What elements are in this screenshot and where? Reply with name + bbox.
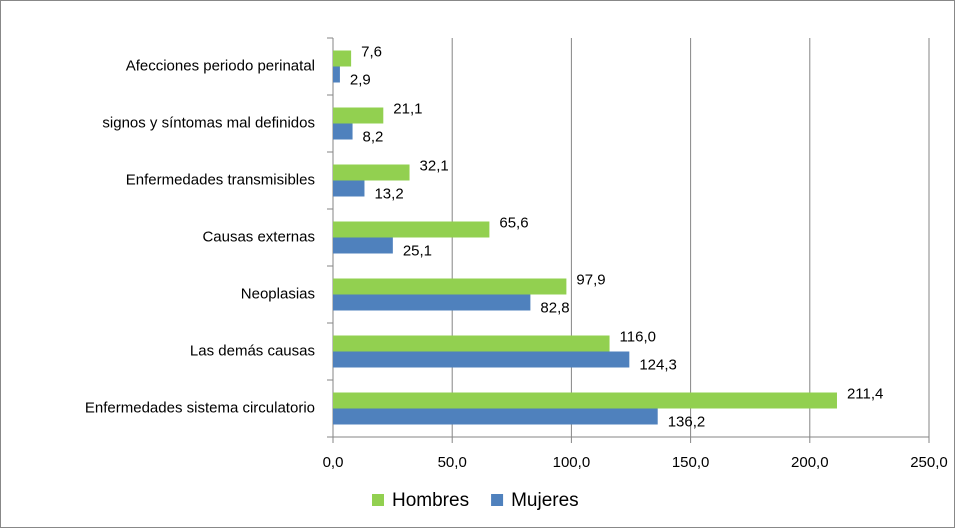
bar: [333, 294, 531, 311]
value-label: 124,3: [639, 356, 677, 373]
bar: [333, 351, 630, 368]
value-label: 7,6: [361, 43, 382, 60]
x-tick-label: 50,0: [438, 454, 467, 471]
y-tick-label: Las demás causas: [190, 342, 315, 359]
value-label: 136,2: [668, 413, 706, 430]
x-tick-label: 0,0: [323, 454, 344, 471]
bar: [333, 237, 393, 254]
bar: [333, 180, 365, 197]
y-tick-label: Causas externas: [202, 228, 315, 245]
x-tick-label: 150,0: [672, 454, 710, 471]
y-tick-label: signos y síntomas mal definidos: [102, 114, 315, 131]
value-label: 82,8: [540, 299, 569, 316]
bar: [333, 392, 837, 409]
bar: [333, 278, 567, 295]
y-tick-label: Afecciones periodo perinatal: [126, 57, 315, 74]
y-tick-label: Enfermedades sistema circulatorio: [85, 399, 315, 416]
value-label: 211,4: [847, 385, 883, 402]
x-tick-label: 250,0: [910, 454, 948, 471]
value-label: 25,1: [403, 242, 432, 259]
bar: [333, 408, 658, 425]
legend-swatch: [372, 494, 384, 506]
bar: [333, 123, 353, 140]
bar: [333, 164, 410, 181]
value-label: 32,1: [420, 157, 449, 174]
y-tick-label: Enfermedades transmisibles: [126, 171, 315, 188]
bar: [333, 335, 610, 352]
legend-swatch: [491, 494, 504, 506]
value-label: 2,9: [350, 71, 371, 88]
bar: [333, 107, 384, 124]
y-tick-label: Neoplasias: [241, 285, 315, 302]
value-label: 116,0: [620, 328, 656, 345]
bar: [333, 221, 490, 238]
bar: [333, 50, 352, 67]
value-label: 13,2: [374, 185, 403, 202]
x-tick-label: 100,0: [553, 454, 591, 471]
value-label: 65,6: [499, 214, 528, 231]
value-label: 97,9: [576, 271, 605, 288]
value-label: 21,1: [393, 100, 422, 117]
x-tick-label: 200,0: [791, 454, 829, 471]
legend-label: Mujeres: [511, 490, 579, 511]
bar: [333, 66, 340, 83]
value-label: 8,2: [363, 128, 384, 145]
legend-label: Hombres: [392, 490, 469, 511]
